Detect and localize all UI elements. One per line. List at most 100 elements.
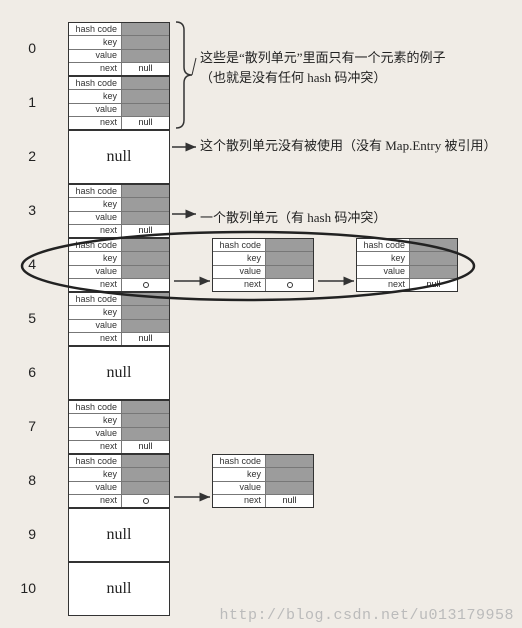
- field-label: next: [69, 441, 121, 453]
- field-value: null: [121, 63, 169, 75]
- field-value: [265, 482, 313, 494]
- brace: [176, 22, 192, 128]
- field-value: [265, 455, 313, 467]
- annotation: 一个散列单元（有 hash 码冲突）: [200, 208, 480, 228]
- bucket-index: 5: [10, 310, 36, 326]
- entry-cell: hash codekey valuenextnull: [212, 454, 314, 508]
- field-value: [121, 279, 169, 291]
- annotation: 这些是“散列单元”里面只有一个元素的例子（也就是没有任何 hash 码冲突）: [200, 48, 470, 87]
- field-label: key: [69, 252, 121, 264]
- field-value: [409, 266, 457, 278]
- bucket-index: 6: [10, 364, 36, 380]
- field-value: [121, 50, 169, 62]
- entry-cell: hash codekeyvaluenext: [68, 238, 170, 292]
- field-label: key: [69, 90, 121, 102]
- field-value: null: [121, 117, 169, 129]
- field-label: hash code: [69, 23, 121, 35]
- field-label: hash code: [213, 455, 265, 467]
- field-label: key: [69, 306, 121, 318]
- field-label: hash code: [213, 239, 265, 251]
- field-label: value: [69, 212, 121, 224]
- field-label: hash code: [357, 239, 409, 251]
- field-label: next: [69, 63, 121, 75]
- field-label: value: [69, 50, 121, 62]
- field-value: [121, 306, 169, 318]
- field-label: key: [357, 252, 409, 264]
- field-value: null: [409, 279, 457, 291]
- field-value: [121, 90, 169, 102]
- field-value: [121, 414, 169, 426]
- null-cell: null: [68, 562, 170, 616]
- annotation: 这个散列单元没有被使用（没有 Map.Entry 被引用）: [200, 136, 500, 156]
- field-label: hash code: [69, 185, 121, 197]
- field-value: [121, 77, 169, 89]
- field-label: next: [213, 279, 265, 291]
- field-value: [121, 212, 169, 224]
- field-label: next: [213, 495, 265, 507]
- field-value: [121, 482, 169, 494]
- field-value: [409, 239, 457, 251]
- field-label: key: [69, 414, 121, 426]
- field-value: [121, 468, 169, 480]
- field-label: key: [69, 198, 121, 210]
- bucket-index: 2: [10, 148, 36, 164]
- field-label: next: [69, 117, 121, 129]
- field-label: next: [69, 225, 121, 237]
- field-value: null: [121, 441, 169, 453]
- null-cell: null: [68, 508, 170, 562]
- entry-cell: hash codekey valuenextnull: [68, 292, 170, 346]
- field-label: value: [213, 266, 265, 278]
- field-label: value: [69, 482, 121, 494]
- field-label: key: [213, 468, 265, 480]
- entry-cell: hash codekey valuenextnull: [356, 238, 458, 292]
- field-value: [121, 495, 169, 507]
- entry-cell: hash codekeyvaluenext: [68, 454, 170, 508]
- bucket-index: 3: [10, 202, 36, 218]
- bucket-index: 1: [10, 94, 36, 110]
- field-value: [265, 266, 313, 278]
- field-label: value: [69, 428, 121, 440]
- null-cell: null: [68, 130, 170, 184]
- field-label: next: [69, 333, 121, 345]
- field-value: null: [265, 495, 313, 507]
- entry-cell: hash codekey valuenextnull: [68, 184, 170, 238]
- field-value: [265, 252, 313, 264]
- field-label: next: [357, 279, 409, 291]
- field-label: hash code: [69, 293, 121, 305]
- field-label: value: [69, 266, 121, 278]
- field-value: [121, 185, 169, 197]
- field-label: value: [213, 482, 265, 494]
- field-label: value: [69, 104, 121, 116]
- field-label: next: [69, 495, 121, 507]
- field-value: [121, 198, 169, 210]
- field-label: value: [69, 320, 121, 332]
- field-label: hash code: [69, 455, 121, 467]
- bucket-index: 7: [10, 418, 36, 434]
- bucket-index: 10: [10, 580, 36, 596]
- field-value: null: [121, 225, 169, 237]
- field-value: [121, 252, 169, 264]
- field-label: value: [357, 266, 409, 278]
- field-value: [121, 428, 169, 440]
- bucket-index: 9: [10, 526, 36, 542]
- field-value: [409, 252, 457, 264]
- entry-cell: hash codekey valuenext: [212, 238, 314, 292]
- field-value: [121, 36, 169, 48]
- field-value: [265, 468, 313, 480]
- field-label: key: [69, 36, 121, 48]
- entry-cell: hash codekey valuenextnull: [68, 22, 170, 76]
- entry-cell: hash codekey valuenextnull: [68, 400, 170, 454]
- field-value: [121, 320, 169, 332]
- field-label: hash code: [69, 401, 121, 413]
- field-value: [265, 279, 313, 291]
- bucket-index: 8: [10, 472, 36, 488]
- field-value: [121, 455, 169, 467]
- watermark: http://blog.csdn.net/u013179958: [219, 607, 514, 624]
- field-value: null: [121, 333, 169, 345]
- field-label: next: [69, 279, 121, 291]
- field-label: key: [213, 252, 265, 264]
- field-value: [121, 401, 169, 413]
- field-value: [121, 266, 169, 278]
- field-value: [265, 239, 313, 251]
- field-value: [121, 239, 169, 251]
